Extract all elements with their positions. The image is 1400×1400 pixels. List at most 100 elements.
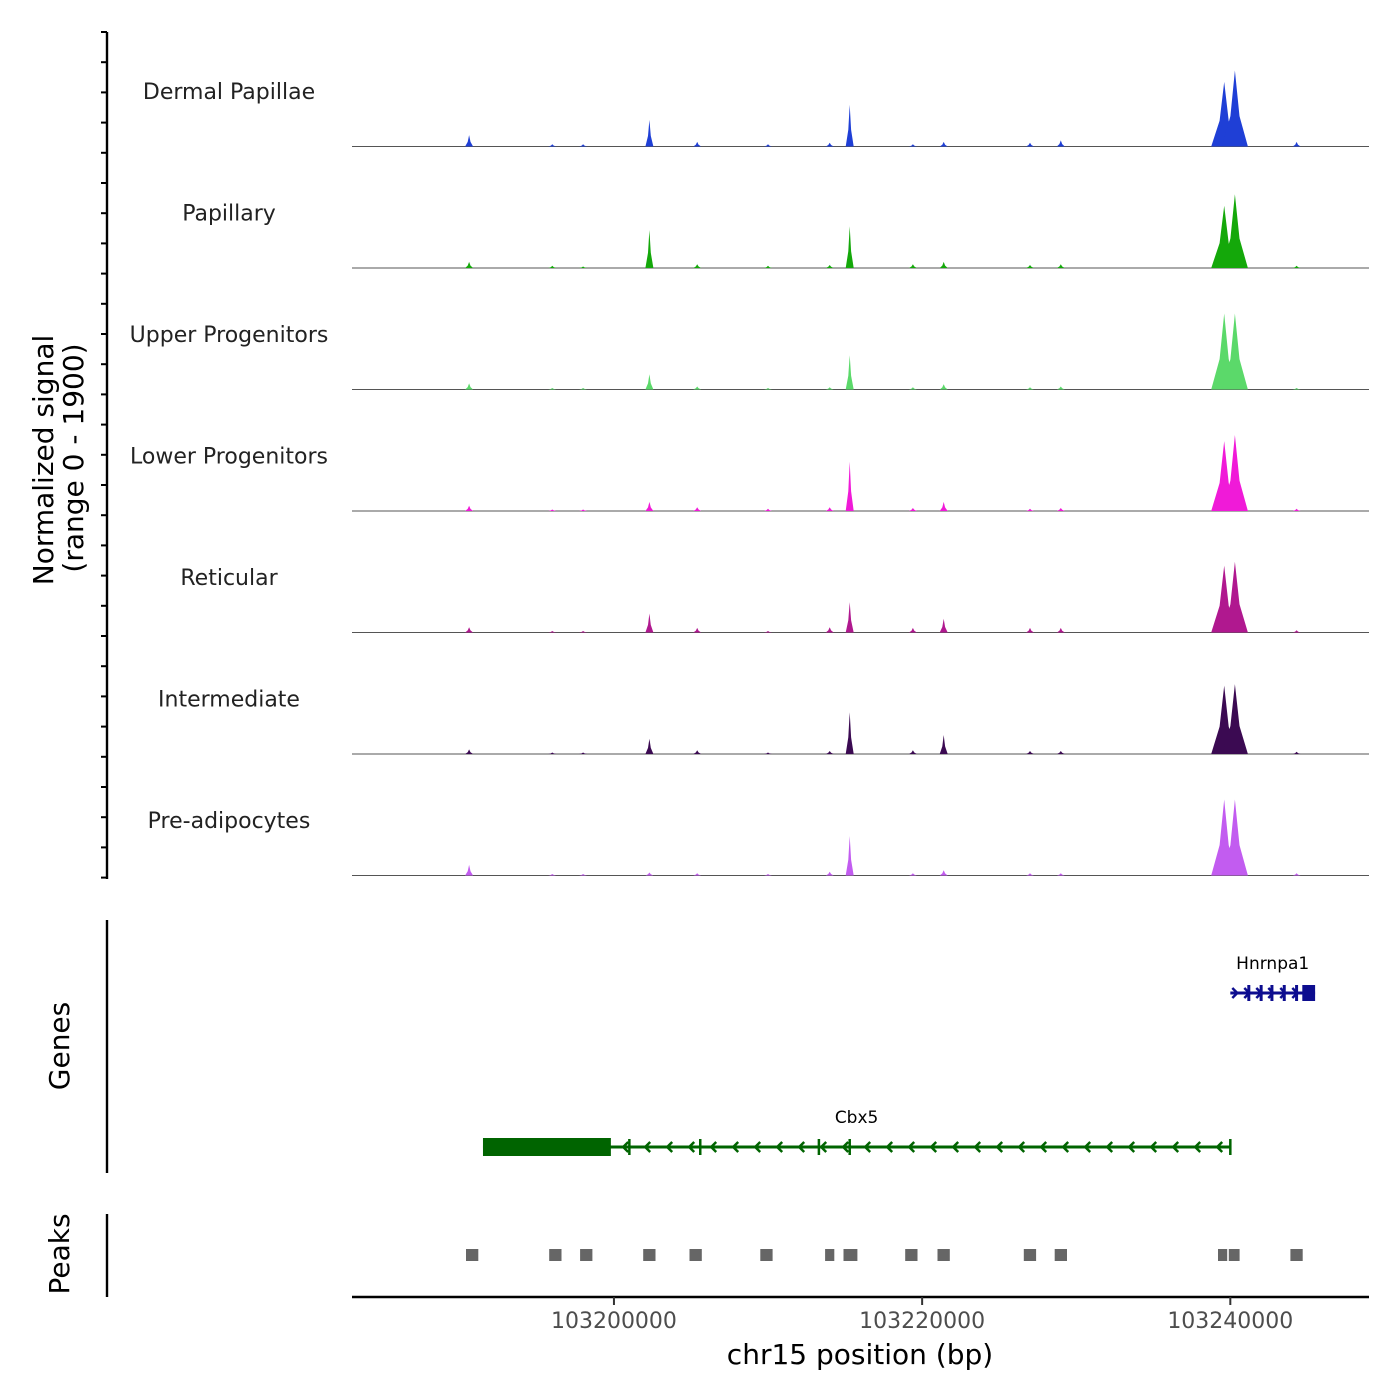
signal-peak <box>825 507 834 511</box>
signal-peak <box>908 508 917 511</box>
signal-peak <box>693 386 702 390</box>
track-label: Upper Progenitors <box>130 323 329 348</box>
signal-peak <box>1292 873 1301 876</box>
gene-label: Hnrnpa1 <box>1236 954 1309 974</box>
strand-arrow <box>731 1141 740 1153</box>
signal-peak <box>1292 388 1301 390</box>
signal-peak <box>645 119 654 147</box>
signal-peak <box>908 750 917 754</box>
strand-arrow <box>1231 987 1240 999</box>
signal-peak <box>579 752 588 754</box>
signal-peak <box>465 749 474 754</box>
y-axis-range: (range 0 - 1900) <box>57 343 90 572</box>
genes-panel-title: Genes <box>43 1002 76 1090</box>
track-label: Intermediate <box>158 688 300 713</box>
signal-peak <box>579 388 588 390</box>
peak-box <box>905 1249 918 1261</box>
signal-peak <box>1056 627 1065 633</box>
peak-box <box>1054 1249 1067 1261</box>
signal-peak <box>845 226 854 268</box>
signal-peak <box>1221 561 1248 633</box>
track-reticular: Reticular <box>180 561 1369 633</box>
signal-axis <box>101 31 109 879</box>
peak-box <box>937 1249 950 1261</box>
signal-peak <box>1221 194 1248 268</box>
strand-arrow <box>1061 1141 1070 1153</box>
signal-peak <box>1056 264 1065 268</box>
signal-peak <box>939 501 948 511</box>
strand-arrow <box>709 1141 718 1153</box>
signal-peak <box>1026 142 1034 147</box>
signal-peak <box>1026 627 1034 633</box>
peak-box <box>689 1249 702 1261</box>
signal-peak <box>693 750 702 754</box>
signal-peak <box>825 142 834 147</box>
signal-peak <box>939 384 948 390</box>
signal-peak <box>908 264 917 268</box>
signal-peak <box>548 144 557 147</box>
strand-arrow <box>753 1141 762 1153</box>
strand-arrow <box>1127 1141 1136 1153</box>
strand-arrow <box>863 1141 872 1153</box>
signal-peak <box>645 374 654 390</box>
signal-peak <box>764 631 772 633</box>
signal-peak <box>693 873 702 876</box>
signal-peak <box>548 631 557 633</box>
signal-peak <box>579 266 588 268</box>
peak-box <box>643 1249 656 1261</box>
signal-peak <box>908 387 917 390</box>
signal-peak <box>1026 873 1034 876</box>
signal-peak <box>764 265 772 268</box>
gene-hnrnpa1: Hnrnpa1 <box>1230 954 1316 1001</box>
gene-cbx5: Cbx5 <box>482 1108 1232 1156</box>
signal-peak <box>908 873 917 876</box>
x-tick-label: 103200000 <box>551 1309 677 1334</box>
track-pre-adipocytes: Pre-adipocytes <box>148 799 1369 876</box>
signal-peak <box>764 144 772 147</box>
signal-peak <box>939 870 948 876</box>
gene-exon <box>482 1138 611 1156</box>
signal-peak <box>693 507 702 511</box>
track-lower-progenitors: Lower Progenitors <box>130 435 1369 512</box>
signal-peak <box>1292 630 1301 633</box>
signal-peak <box>825 265 834 268</box>
signal-peak <box>579 631 588 633</box>
signal-peak <box>548 388 557 390</box>
signal-peak <box>939 618 948 633</box>
signal-peak <box>579 144 588 147</box>
signal-peak <box>579 509 588 511</box>
strand-arrow <box>665 1141 674 1153</box>
track-upper-progenitors: Upper Progenitors <box>130 313 1369 390</box>
signal-peak <box>1026 265 1034 268</box>
track-dermal-papillae: Dermal Papillae <box>143 70 1369 147</box>
strand-arrow <box>951 1141 960 1153</box>
signal-peak <box>1221 70 1248 147</box>
strand-arrow <box>1105 1141 1114 1153</box>
peak-box <box>580 1249 593 1261</box>
signal-peak <box>1292 265 1301 268</box>
signal-peak <box>1056 873 1065 876</box>
strand-arrow <box>1171 1141 1180 1153</box>
signal-peak <box>1292 751 1301 754</box>
track-label: Dermal Papillae <box>143 80 315 105</box>
strand-arrow <box>1149 1141 1158 1153</box>
strand-arrow <box>797 1141 806 1153</box>
signal-peak <box>465 627 474 633</box>
x-tick-label: 103240000 <box>1167 1309 1293 1334</box>
peak-box <box>843 1249 858 1261</box>
signal-peak <box>465 505 474 511</box>
signal-peak <box>845 355 854 390</box>
signal-peak <box>845 602 854 633</box>
signal-peak <box>825 627 834 633</box>
signal-peak <box>645 613 654 633</box>
strand-arrow <box>643 1141 652 1153</box>
track-label: Papillary <box>182 202 276 227</box>
signal-peak <box>548 265 557 268</box>
y-axis-title: Normalized signal <box>27 335 60 586</box>
track-label: Reticular <box>180 566 278 591</box>
strand-arrow <box>907 1141 916 1153</box>
strand-arrow <box>1039 1141 1048 1153</box>
peak-box <box>1218 1249 1228 1261</box>
signal-peak <box>1221 313 1248 390</box>
